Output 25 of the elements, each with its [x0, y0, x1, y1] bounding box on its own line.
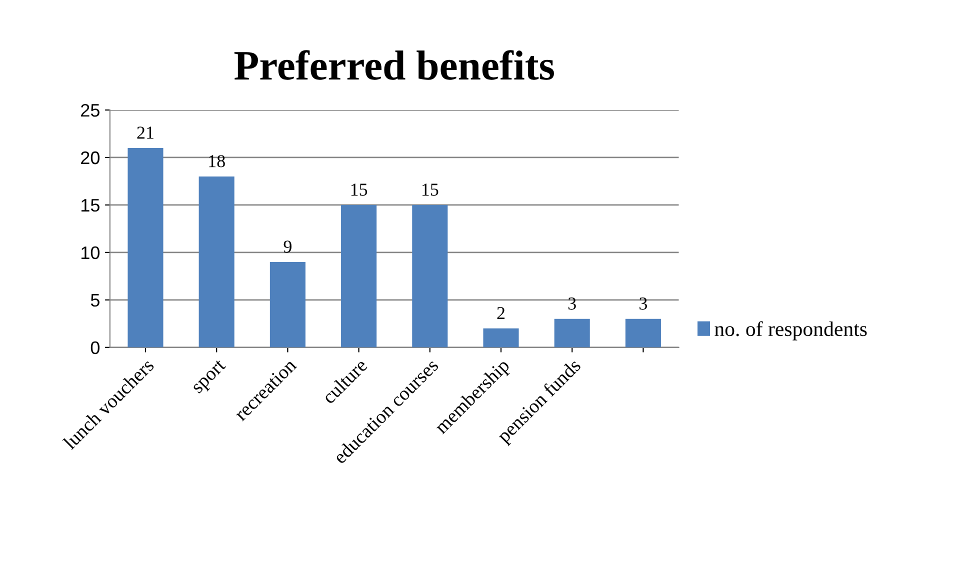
data-label: 3	[568, 298, 576, 310]
bar	[198, 176, 234, 348]
data-label: 9	[284, 240, 292, 253]
chart-title: Preferred benefits	[234, 50, 554, 80]
y-tick-label: 15	[82, 199, 100, 212]
x-tick-label: sport	[191, 359, 229, 397]
y-tick-label: 20	[81, 151, 100, 164]
data-label: 18	[209, 155, 225, 168]
bar	[483, 328, 519, 348]
bar	[625, 318, 661, 348]
bar	[554, 318, 590, 348]
bar	[341, 204, 377, 348]
data-label: 15	[422, 184, 438, 196]
bar	[270, 262, 306, 348]
y-tick-label: 10	[82, 246, 100, 260]
legend-label: no. of respondents	[714, 321, 867, 340]
data-label: 21	[137, 126, 154, 139]
bar	[412, 204, 448, 348]
data-label: 15	[351, 184, 368, 196]
y-tick-label: 25	[81, 104, 100, 117]
y-tick-label: 0	[90, 341, 100, 354]
data-label: 2	[497, 307, 505, 320]
data-label: 3	[640, 298, 648, 310]
bar	[128, 148, 164, 348]
y-tick-label: 5	[90, 294, 100, 307]
